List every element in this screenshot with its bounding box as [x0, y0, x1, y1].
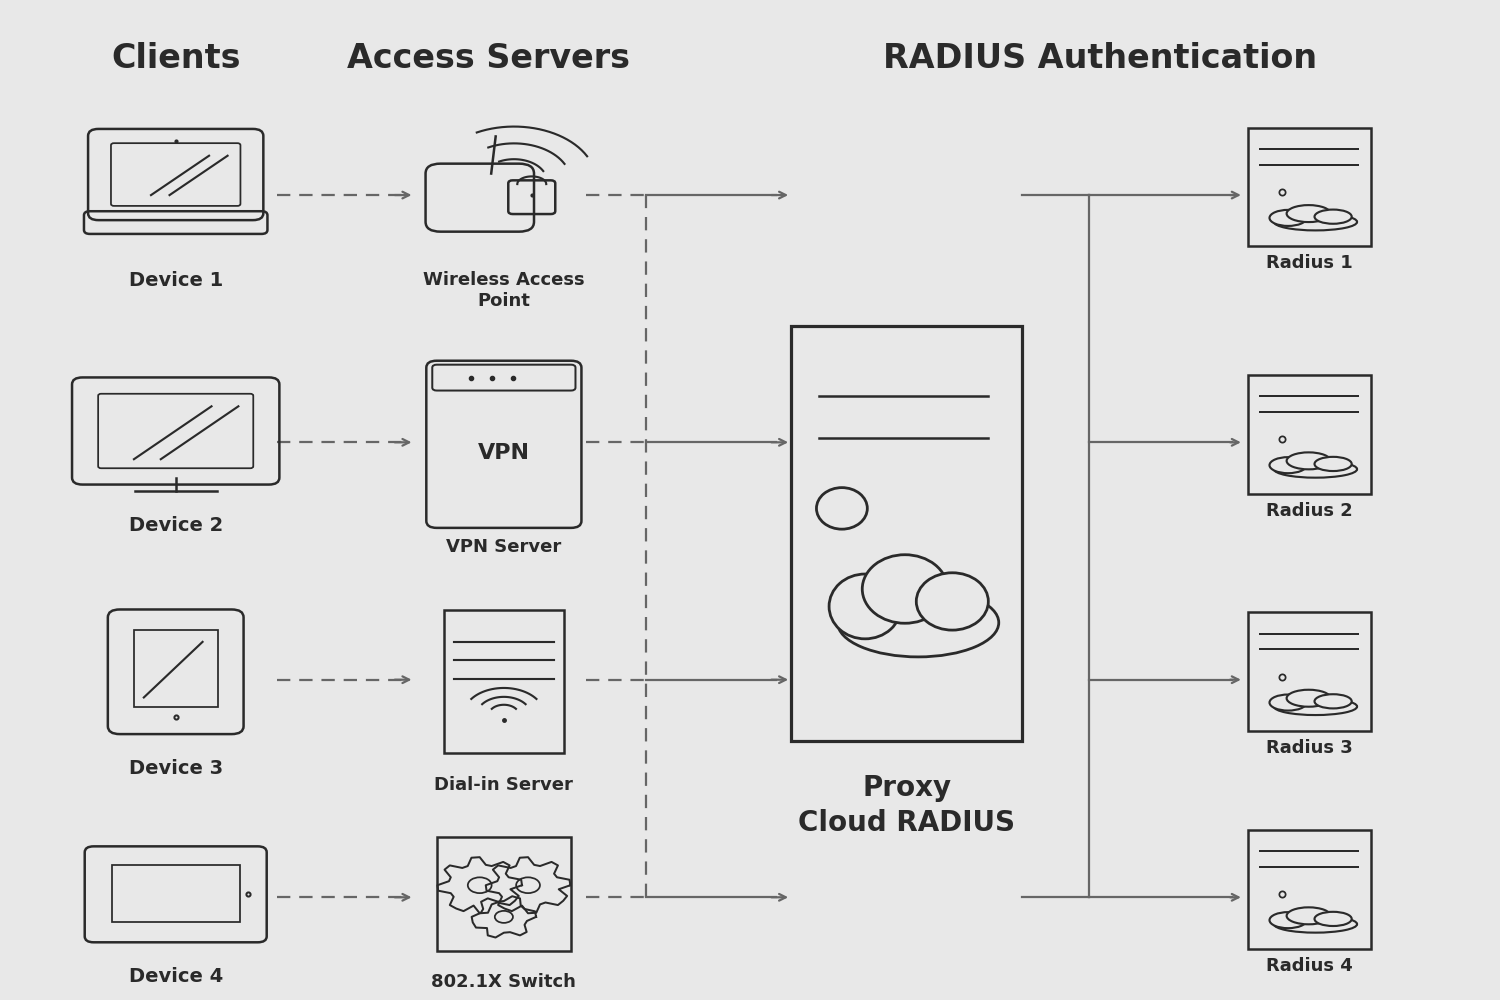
Ellipse shape [1287, 452, 1330, 469]
Text: Proxy
Cloud RADIUS: Proxy Cloud RADIUS [798, 774, 1016, 837]
Ellipse shape [1287, 690, 1330, 707]
Ellipse shape [1314, 912, 1352, 926]
Text: Device 1: Device 1 [129, 271, 224, 290]
Text: Dial-in Server: Dial-in Server [435, 776, 573, 794]
Ellipse shape [1314, 210, 1352, 224]
Text: Wireless Access
Point: Wireless Access Point [423, 271, 585, 310]
Text: RADIUS Authentication: RADIUS Authentication [884, 42, 1317, 75]
Ellipse shape [1314, 457, 1352, 471]
Text: Radius 3: Radius 3 [1266, 739, 1353, 757]
Ellipse shape [837, 588, 999, 657]
Ellipse shape [1269, 695, 1306, 711]
Ellipse shape [1269, 912, 1306, 928]
Ellipse shape [1274, 213, 1358, 230]
Ellipse shape [862, 555, 948, 623]
Text: VPN: VPN [478, 443, 530, 463]
Ellipse shape [1274, 916, 1358, 933]
Text: 802.1X Switch: 802.1X Switch [432, 973, 576, 991]
Text: Device 2: Device 2 [129, 516, 224, 535]
Text: Radius 1: Radius 1 [1266, 254, 1353, 272]
Text: Device 4: Device 4 [129, 967, 224, 986]
Text: Clients: Clients [111, 42, 240, 75]
Text: Radius 2: Radius 2 [1266, 502, 1353, 520]
Text: Access Servers: Access Servers [348, 42, 630, 75]
Ellipse shape [916, 573, 988, 630]
Ellipse shape [1274, 698, 1358, 715]
Ellipse shape [1287, 907, 1330, 924]
Text: Device 3: Device 3 [129, 759, 224, 778]
Ellipse shape [1274, 461, 1358, 478]
Ellipse shape [1269, 210, 1306, 226]
Ellipse shape [1314, 694, 1352, 708]
Text: VPN Server: VPN Server [447, 538, 561, 556]
Ellipse shape [1269, 457, 1306, 473]
Ellipse shape [1287, 205, 1330, 222]
Text: Radius 4: Radius 4 [1266, 957, 1353, 975]
Ellipse shape [830, 574, 902, 639]
